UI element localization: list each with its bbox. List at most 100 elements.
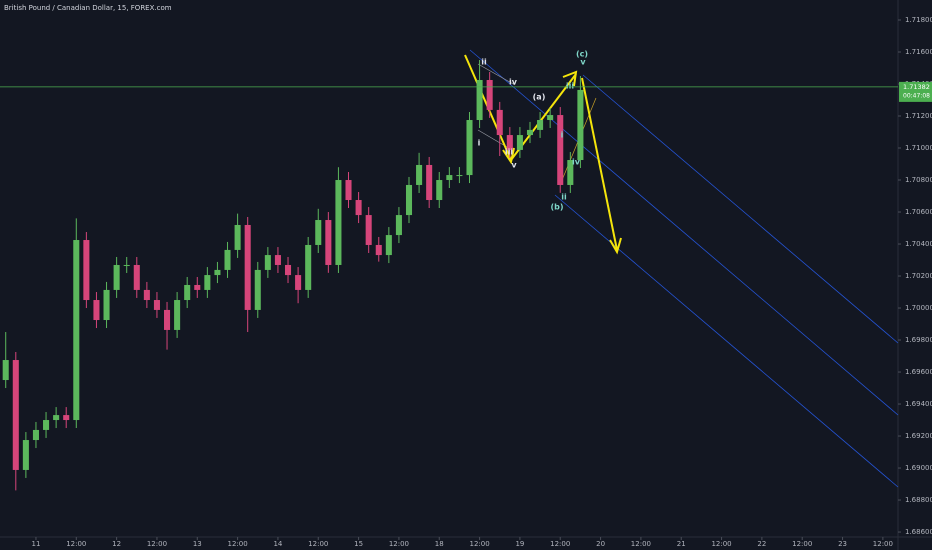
y-tick-label: 1.71600: [905, 48, 932, 56]
candle-body: [224, 249, 231, 270]
wave-label: iii: [566, 82, 574, 91]
x-tick-label: 12:00: [389, 540, 409, 548]
candle-body: [264, 255, 271, 270]
candle-body: [32, 429, 39, 441]
wave-label: ii: [561, 193, 567, 202]
candle-body: [12, 360, 19, 470]
arrow-head: [502, 147, 515, 165]
y-tick-label: 1.70400: [905, 240, 932, 248]
candles: [2, 60, 584, 491]
candle-body: [244, 224, 251, 310]
candle-body: [214, 269, 221, 276]
candle-body: [456, 175, 463, 177]
wave-label: ii: [481, 58, 487, 67]
candle-body: [405, 184, 413, 216]
candle-body: [113, 264, 120, 290]
x-tick-label: 23: [838, 540, 847, 548]
arrow-head: [609, 237, 622, 255]
candle-body: [577, 89, 584, 161]
wave-line: [477, 129, 513, 151]
x-tick-label: 19: [515, 540, 524, 548]
x-tick-label: 12: [112, 540, 121, 548]
candle-body: [375, 244, 382, 256]
y-tick-label: 1.70200: [905, 272, 932, 280]
wave-label: i: [561, 131, 564, 140]
candle-body: [274, 255, 281, 265]
y-tick-label: 1.71200: [905, 112, 932, 120]
wave-label: (b): [550, 203, 563, 212]
wave-label: iii: [505, 148, 513, 157]
x-tick-label: 14: [273, 540, 282, 548]
y-tick-label: 1.71800: [905, 16, 932, 24]
wave-label: i: [478, 139, 481, 148]
candle-body: [123, 264, 130, 266]
candle-body: [53, 415, 60, 421]
y-tick-label: 1.70600: [905, 208, 932, 216]
x-tick-label: 12:00: [873, 540, 893, 548]
candle-body: [103, 289, 110, 321]
wave-line: [477, 63, 516, 86]
last-price-label: 1.71382: [903, 83, 930, 91]
candle-body: [315, 220, 322, 245]
channel-line: [582, 74, 899, 344]
chart-title: British Pound / Canadian Dollar, 15, FOR…: [4, 4, 172, 12]
x-tick-label: 12:00: [711, 540, 731, 548]
y-tick-label: 1.69400: [905, 400, 932, 408]
candle-body: [305, 244, 312, 290]
wave-label: iv: [572, 158, 581, 167]
x-tick-label: 20: [596, 540, 605, 548]
candle-body: [436, 180, 443, 201]
candle-body: [325, 220, 332, 265]
candle-body: [22, 440, 29, 470]
candle-body: [43, 420, 50, 430]
candle-body: [416, 164, 423, 185]
candle-body: [335, 180, 342, 265]
candle-body: [73, 240, 80, 421]
candle-body: [496, 109, 503, 136]
x-tick-label: 22: [757, 540, 766, 548]
candle-body: [385, 235, 392, 256]
wave-label: v: [511, 161, 517, 170]
candle-body: [184, 284, 191, 301]
candle-body: [476, 80, 483, 121]
candle-body: [295, 275, 302, 290]
candle-body: [516, 135, 523, 150]
wave-label: (c): [576, 50, 588, 59]
candle-body: [234, 224, 241, 250]
candle-body: [547, 115, 554, 121]
candle-body: [567, 160, 574, 185]
x-tick-label: 12:00: [631, 540, 651, 548]
candle-body: [143, 289, 150, 301]
candle-body: [164, 309, 171, 330]
x-tick-label: 21: [677, 540, 686, 548]
countdown-label: 00:47:08: [903, 92, 930, 99]
candle-body: [557, 115, 564, 185]
y-tick-label: 1.70000: [905, 304, 932, 312]
candle-body: [486, 80, 493, 110]
last-price-box: [899, 81, 932, 102]
candle-body: [395, 215, 402, 236]
candle-body: [365, 215, 372, 245]
x-tick-label: 12:00: [792, 540, 812, 548]
candle-body: [2, 360, 9, 381]
y-tick-label: 1.71000: [905, 144, 932, 152]
y-tick-label: 1.69800: [905, 336, 932, 344]
arrow-head: [562, 70, 578, 87]
candle-body: [93, 300, 100, 321]
x-tick-label: 13: [193, 540, 202, 548]
y-tick-label: 1.69000: [905, 464, 932, 472]
x-tick-label: 12:00: [550, 540, 570, 548]
wave-label: iv: [509, 78, 518, 87]
y-tick-label: 1.69600: [905, 368, 932, 376]
x-tick-label: 15: [354, 540, 363, 548]
x-tick-label: 12:00: [228, 540, 248, 548]
candle-body: [345, 180, 352, 201]
wave-label: (a): [533, 93, 546, 102]
x-tick-label: 12:00: [308, 540, 328, 548]
candle-body: [204, 275, 211, 290]
candle-body: [355, 200, 362, 216]
y-tick-label: 1.69200: [905, 432, 932, 440]
candle-body: [63, 415, 70, 421]
